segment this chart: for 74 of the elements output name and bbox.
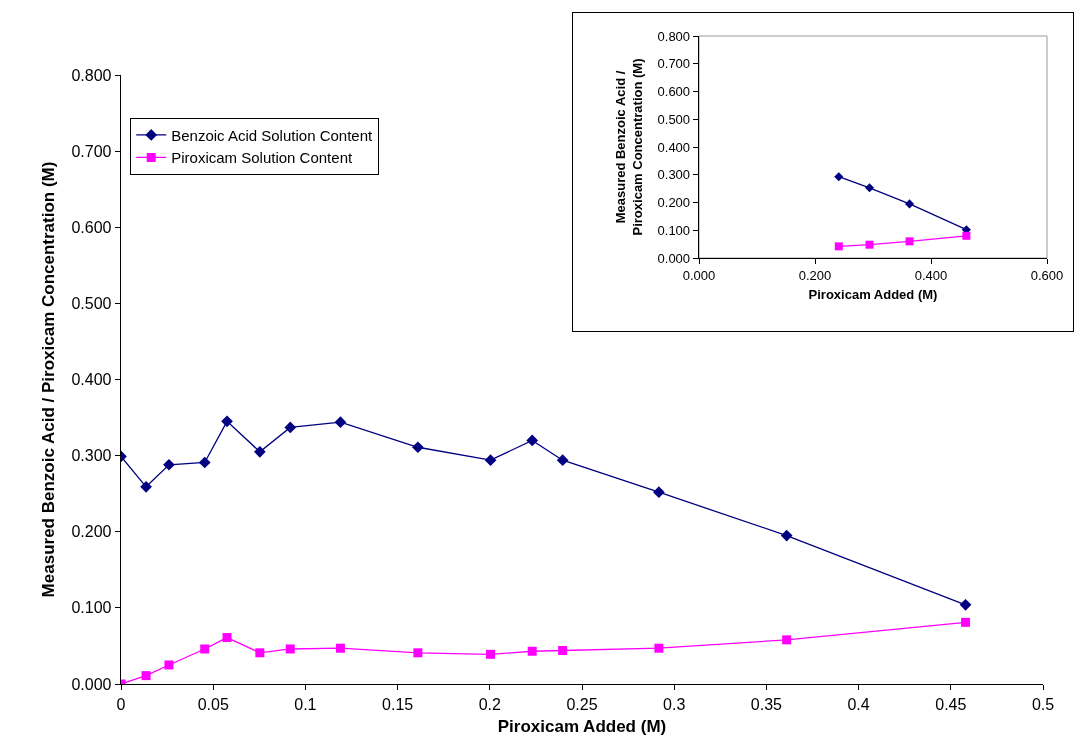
- x-tick-label: 0.45: [935, 695, 967, 713]
- point: [654, 643, 664, 653]
- x-tick-label: 0.15: [382, 695, 414, 713]
- y-axis-title: Measured Benzoic Acid / Piroxicam Concentration (M): [39, 161, 59, 598]
- point: [834, 242, 843, 251]
- y-tick-label: 0.700: [657, 56, 691, 72]
- point: [962, 231, 971, 240]
- x-tick-label: 0.35: [750, 695, 783, 713]
- x-tick-label: 0.5: [1031, 695, 1055, 713]
- point: [412, 441, 424, 454]
- point: [335, 643, 345, 653]
- y-tick-label: 0.200: [71, 523, 112, 541]
- x-axis-title: Piroxicam Added (M): [808, 287, 938, 303]
- x-tick-label: 0.2: [478, 695, 502, 713]
- y-tick-label: 0.100: [657, 222, 691, 238]
- point: [527, 646, 537, 656]
- point: [961, 617, 971, 627]
- point: [653, 486, 665, 499]
- x-tick-label: 0.600: [1030, 267, 1064, 283]
- y-axis-title: Measured Benzoic Acid / Piroxicam Concentration (M): [612, 58, 645, 236]
- point: [221, 415, 233, 428]
- point: [413, 648, 423, 658]
- x-tick-label: 0.200: [798, 267, 832, 283]
- y-tick-label: 0.100: [71, 599, 112, 617]
- y-tick-label: 0.000: [657, 250, 691, 266]
- point: [222, 633, 232, 643]
- x-axis-title: Piroxicam Added (M): [497, 716, 667, 736]
- y-tick-label: 0.800: [657, 28, 691, 44]
- x-tick-label: 0.3: [663, 695, 686, 713]
- y-tick-label: 0.300: [71, 447, 112, 465]
- point: [141, 671, 151, 681]
- y-tick-label: 0.700: [71, 142, 112, 160]
- y-tick-label: 0.300: [657, 167, 691, 183]
- point: [782, 635, 792, 645]
- point: [334, 416, 347, 428]
- point: [164, 660, 174, 670]
- point: [556, 454, 569, 467]
- x-tick-label: 0.25: [566, 695, 598, 713]
- point: [484, 454, 497, 467]
- point: [865, 240, 874, 249]
- point: [198, 456, 211, 469]
- point: [200, 644, 210, 654]
- legend-label: Piroxicam Solution Content: [171, 149, 353, 167]
- x-tick-label: 0.400: [914, 267, 948, 283]
- x-tick-label: 0.1: [294, 695, 317, 713]
- point: [255, 648, 265, 658]
- x-tick-label: 0.000: [682, 267, 716, 283]
- point: [904, 199, 915, 209]
- point: [959, 598, 972, 611]
- y-tick-label: 0.800: [71, 66, 112, 84]
- y-tick-label: 0.400: [657, 139, 691, 155]
- point: [486, 649, 496, 659]
- y-tick-label: 0.600: [657, 84, 691, 100]
- y-tick-label: 0.500: [71, 294, 112, 312]
- y-tick-label: 0.000: [71, 675, 112, 693]
- y-tick-label: 0.400: [71, 371, 112, 389]
- point: [864, 183, 875, 193]
- point: [284, 421, 297, 434]
- point: [254, 445, 266, 458]
- point: [163, 458, 175, 471]
- y-tick-label: 0.600: [71, 218, 112, 236]
- x-tick-label: 0: [116, 695, 126, 713]
- point: [905, 237, 914, 246]
- point: [140, 480, 152, 493]
- x-tick-label: 0.4: [847, 695, 870, 713]
- point: [526, 434, 539, 447]
- x-tick-label: 0.05: [197, 695, 229, 713]
- point: [558, 646, 568, 656]
- y-tick-label: 0.500: [657, 111, 691, 127]
- point: [780, 529, 793, 542]
- point: [834, 172, 844, 182]
- legend-label: Benzoic Acid Solution Content: [171, 126, 374, 144]
- y-tick-label: 0.200: [657, 195, 691, 211]
- point: [285, 644, 295, 654]
